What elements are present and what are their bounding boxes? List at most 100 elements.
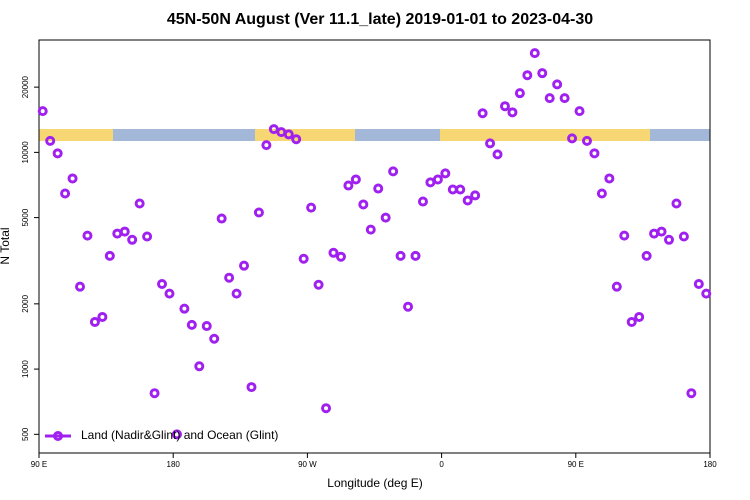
point (171, 429, 182, 440)
point (417, 196, 428, 207)
point (201, 321, 212, 332)
point (112, 228, 123, 239)
point (649, 228, 660, 239)
point (693, 278, 704, 289)
point (224, 272, 235, 283)
point (134, 198, 145, 209)
point (432, 174, 443, 185)
point (701, 288, 712, 299)
x-tick-label: 90 W (298, 460, 317, 469)
y-tick-label: 20000 (21, 75, 30, 98)
x-tick-label: 0 (439, 460, 444, 469)
point (492, 149, 503, 160)
point (462, 195, 473, 206)
point (634, 311, 645, 322)
point (186, 319, 197, 330)
point (239, 260, 250, 271)
point (470, 190, 481, 201)
chart-title: 45N-50N August (Ver 11.1_late) 2019-01-0… (167, 11, 593, 28)
point (678, 231, 689, 242)
legend-label: Land (Nadir&Glint) and Ocean (Glint) (81, 428, 278, 442)
point (37, 106, 48, 117)
point (403, 301, 414, 312)
point (75, 281, 86, 292)
point (343, 180, 354, 191)
point (656, 226, 667, 237)
point (298, 253, 309, 264)
point (395, 250, 406, 261)
y-tick-label: 1000 (21, 360, 30, 378)
point (328, 247, 339, 258)
point (596, 188, 607, 199)
point (574, 106, 585, 117)
point (335, 251, 346, 262)
point (604, 173, 615, 184)
point (45, 135, 56, 146)
point (149, 388, 160, 399)
plot-frame (38, 39, 711, 454)
point (686, 388, 697, 399)
point (209, 333, 220, 344)
point (589, 148, 600, 159)
point (52, 148, 63, 159)
y-tick-label: 2000 (21, 294, 30, 312)
point (619, 230, 630, 241)
x-tick-label: 180 (167, 460, 181, 469)
point (380, 212, 391, 223)
point (567, 133, 578, 144)
point (67, 173, 78, 184)
y-axis-label: N Total (0, 227, 12, 264)
point (514, 88, 525, 99)
point (142, 231, 153, 242)
land-ocean-strip (39, 129, 710, 141)
point (97, 311, 108, 322)
point (313, 279, 324, 290)
point (350, 174, 361, 185)
point (388, 166, 399, 177)
point (455, 184, 466, 195)
x-tick-label: 90 E (31, 460, 47, 469)
y-tick-label: 500 (21, 427, 30, 441)
point (291, 134, 302, 145)
x-axis-label: Longitude (deg E) (327, 476, 422, 490)
point (663, 234, 674, 245)
point (641, 250, 652, 261)
point (358, 199, 369, 210)
legend-marker (53, 431, 63, 441)
point (477, 108, 488, 119)
point (581, 135, 592, 146)
point (321, 403, 332, 414)
point (119, 226, 130, 237)
point (283, 129, 294, 140)
point (306, 202, 317, 213)
point (626, 316, 637, 327)
point (671, 198, 682, 209)
point (60, 188, 71, 199)
point (537, 68, 548, 79)
x-tick-label: 180 (703, 460, 717, 469)
point (410, 250, 421, 261)
point (447, 184, 458, 195)
point (373, 183, 384, 194)
y-tick-label: 10000 (21, 141, 30, 164)
point (529, 48, 540, 59)
point (89, 316, 100, 327)
point (365, 224, 376, 235)
point (425, 177, 436, 188)
point (507, 107, 518, 118)
point (164, 288, 175, 299)
point (194, 361, 205, 372)
point (82, 230, 93, 241)
point (559, 93, 570, 104)
point (231, 288, 242, 299)
point (157, 278, 168, 289)
x-tick-label: 90 E (568, 460, 584, 469)
point (104, 250, 115, 261)
point (261, 140, 272, 151)
point (522, 70, 533, 81)
point (246, 382, 257, 393)
point (611, 281, 622, 292)
point (127, 234, 138, 245)
point (253, 207, 264, 218)
